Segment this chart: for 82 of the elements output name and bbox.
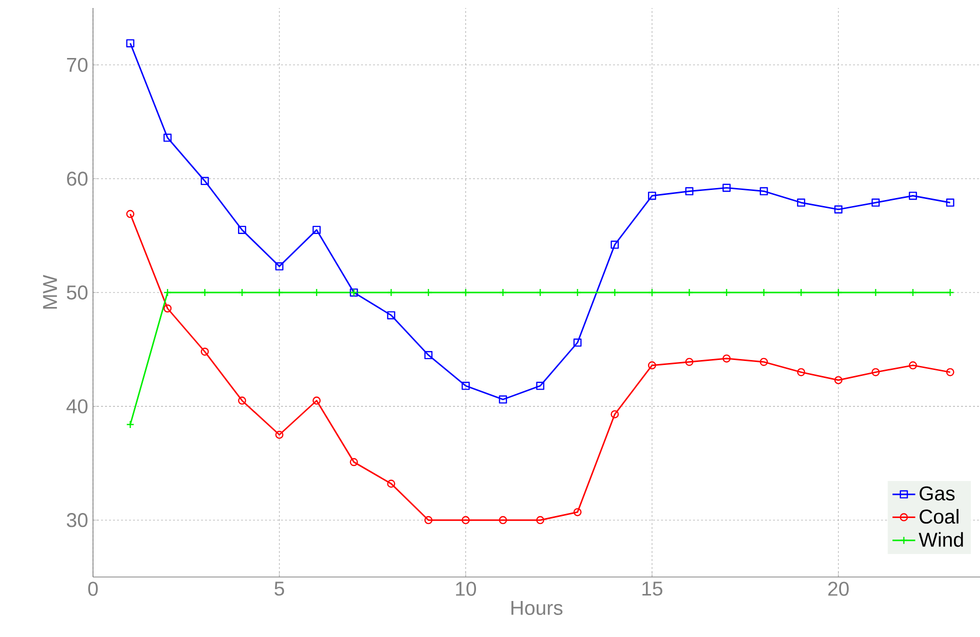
- point: [462, 516, 470, 524]
- y-axis-title: MW: [43, 274, 57, 309]
- point: [536, 382, 544, 390]
- point: [387, 480, 396, 488]
- legend-label: Wind: [918, 532, 963, 547]
- point: [872, 198, 880, 207]
- x-tick-label: 0: [88, 582, 98, 596]
- point: [908, 192, 917, 200]
- point: [573, 288, 582, 297]
- point: [387, 311, 396, 320]
- y-tick-label: 30: [66, 513, 88, 528]
- y-tick-label: 40: [66, 399, 88, 414]
- point: [834, 205, 842, 214]
- y-tick-label: 70: [67, 58, 88, 72]
- point: [238, 288, 246, 297]
- point: [610, 288, 619, 297]
- point: [462, 288, 470, 297]
- point: [350, 458, 358, 466]
- point: [946, 288, 954, 297]
- point: [685, 187, 694, 196]
- point: [424, 288, 432, 297]
- point: [685, 358, 694, 366]
- point: [760, 187, 768, 196]
- point: [648, 361, 656, 370]
- point: [834, 288, 842, 297]
- point: [424, 516, 432, 524]
- point: [760, 288, 768, 297]
- point: [312, 288, 321, 297]
- point: [163, 304, 172, 313]
- point: [797, 288, 806, 297]
- y-tick-label: 50: [66, 285, 88, 300]
- point: [946, 198, 954, 207]
- point: [200, 176, 209, 186]
- point: [760, 358, 768, 366]
- point: [908, 361, 917, 370]
- point: [610, 410, 619, 418]
- point: [312, 226, 321, 234]
- point: [872, 288, 880, 297]
- point: [312, 396, 321, 405]
- point: [126, 39, 134, 48]
- point: [648, 192, 656, 200]
- point: [573, 338, 582, 347]
- x-tick-label: 5: [274, 582, 284, 596]
- point: [498, 395, 508, 404]
- y-tick-label: 60: [67, 172, 88, 186]
- point: [946, 368, 954, 376]
- point: [648, 288, 656, 297]
- point: [685, 288, 694, 297]
- point: [610, 240, 619, 249]
- point: [722, 184, 731, 192]
- x-tick-label: 20: [828, 582, 849, 596]
- x-axis-title: Hours: [511, 601, 562, 615]
- point: [797, 198, 806, 207]
- point: [536, 516, 544, 524]
- point: [275, 262, 284, 270]
- legend-label: Gas: [920, 486, 955, 501]
- point: [834, 376, 842, 384]
- point: [498, 516, 508, 524]
- x-tick-label: 15: [642, 582, 662, 596]
- point: [275, 430, 284, 439]
- point: [722, 354, 731, 363]
- point: [573, 508, 582, 516]
- point: [200, 348, 209, 356]
- x-tick-label: 10: [456, 582, 476, 596]
- point: [498, 288, 508, 297]
- point: [200, 288, 209, 297]
- point: [872, 368, 880, 376]
- point: [908, 288, 917, 297]
- point: [126, 210, 134, 218]
- point: [424, 351, 432, 360]
- point: [275, 288, 284, 297]
- point: [387, 288, 396, 297]
- legend-label: Coal: [920, 508, 958, 524]
- point: [126, 420, 134, 429]
- point: [238, 226, 246, 234]
- point: [163, 288, 172, 297]
- point: [163, 134, 172, 142]
- point: [536, 288, 544, 297]
- point: [722, 288, 731, 297]
- point: [462, 382, 470, 390]
- point: [797, 368, 806, 376]
- point: [238, 396, 246, 405]
